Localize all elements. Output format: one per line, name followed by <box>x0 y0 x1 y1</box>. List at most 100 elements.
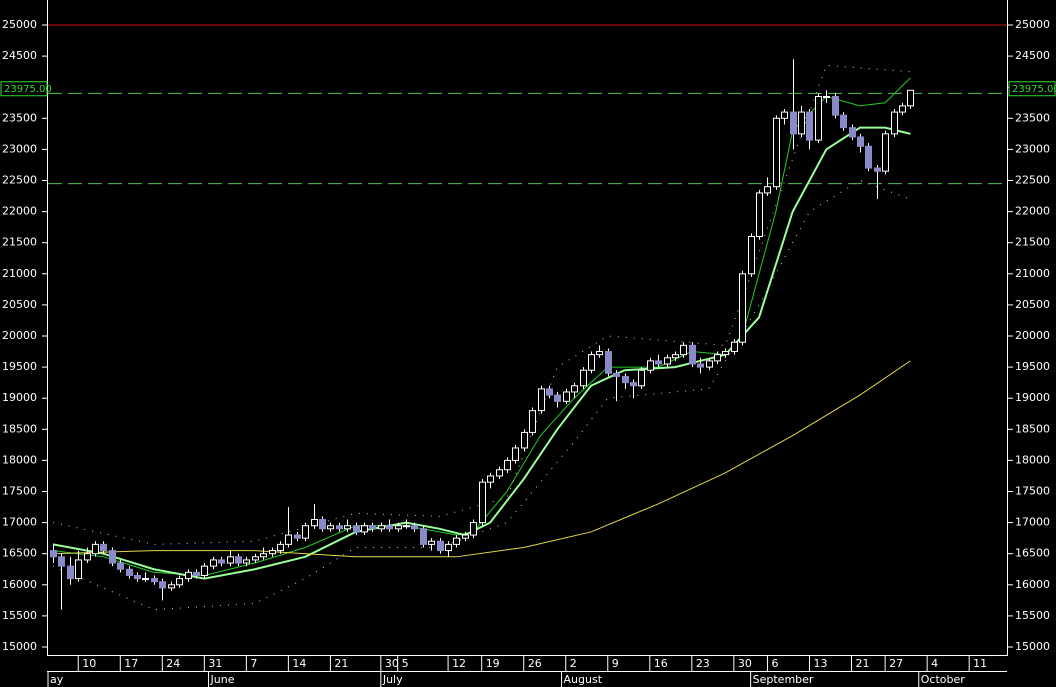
candle-body <box>512 447 519 461</box>
candle-body <box>479 481 486 524</box>
candle-body <box>361 525 368 533</box>
candle-body <box>806 111 813 141</box>
candle-body <box>571 385 578 393</box>
y-tick-label-right: 15000 <box>1015 640 1050 653</box>
y-tick-label: 20500 <box>2 298 37 311</box>
y-tick-label: 15500 <box>2 609 37 622</box>
candle-body <box>126 568 133 576</box>
y-tick-label: 16000 <box>2 578 37 591</box>
y-tick-label: 21000 <box>2 267 37 280</box>
candle-body <box>638 369 645 387</box>
month-label: June <box>210 673 235 686</box>
candle-body <box>664 357 671 365</box>
candle-body <box>159 581 166 589</box>
candle-body <box>84 553 91 561</box>
y-tick-label: 23500 <box>2 111 37 124</box>
candle-body <box>319 518 326 530</box>
candle-body <box>100 543 107 552</box>
y-tick-label-right: 16000 <box>1015 578 1050 591</box>
y-tick-label: 17500 <box>2 485 37 498</box>
candle-body <box>529 410 536 433</box>
candle-body <box>647 360 654 371</box>
candle-body <box>260 553 267 558</box>
y-tick-label-right: 21000 <box>1015 267 1050 280</box>
candle-body <box>756 192 763 237</box>
candle-body <box>151 578 158 583</box>
x-tick-label: 31 <box>208 657 222 670</box>
month-label: July <box>382 673 403 686</box>
candle-body <box>504 459 511 471</box>
candle-body <box>176 578 183 586</box>
y-tick-label-right: 20000 <box>1015 329 1050 342</box>
candle-body <box>210 559 217 567</box>
y-tick-label: 24500 <box>2 49 37 62</box>
y-tick-label-right: 23000 <box>1015 142 1050 155</box>
month-label: ay <box>50 673 64 686</box>
candle-body <box>815 96 822 141</box>
y-tick-label-right: 24500 <box>1015 49 1050 62</box>
y-tick-label-right: 15500 <box>1015 609 1050 622</box>
y-tick-label: 18000 <box>2 453 37 466</box>
candle-body <box>613 372 620 377</box>
y-tick-label: 19500 <box>2 360 37 373</box>
x-tick-label: 26 <box>528 657 542 670</box>
x-tick-label: 16 <box>654 657 668 670</box>
candle-body <box>201 565 208 576</box>
x-tick-label: 7 <box>250 657 257 670</box>
y-tick-label: 25000 <box>2 18 37 31</box>
y-tick-label-right: 19500 <box>1015 360 1050 373</box>
y-tick-label: 16500 <box>2 547 37 560</box>
y-tick-label-right: 20500 <box>1015 298 1050 311</box>
candle-body <box>252 556 259 561</box>
moving-average <box>52 126 911 580</box>
y-tick-label-right: 23500 <box>1015 111 1050 124</box>
candle-body <box>67 565 74 580</box>
y-tick-label-right: 22000 <box>1015 205 1050 218</box>
candle-body <box>840 114 847 129</box>
candle-body <box>680 344 687 356</box>
x-tick-label: 9 <box>612 657 619 670</box>
candle-body <box>109 550 116 564</box>
x-tick-label: 12 <box>452 657 466 670</box>
x-tick-label: 27 <box>889 657 903 670</box>
candle-body <box>327 525 334 530</box>
candle-body <box>193 571 200 576</box>
candle-body <box>731 341 738 353</box>
x-tick-label: 10 <box>82 657 96 670</box>
y-tick-label: 19000 <box>2 391 37 404</box>
candle-body <box>773 117 780 188</box>
candle-body <box>235 556 242 564</box>
candle-body <box>378 525 385 530</box>
candle-body <box>563 391 570 402</box>
candle-body <box>790 111 797 135</box>
candle-body <box>227 556 234 564</box>
y-tick-label-right: 18000 <box>1015 453 1050 466</box>
x-tick-label: 30 <box>738 657 752 670</box>
x-tick-label: 2 <box>570 657 577 670</box>
candle-body <box>672 354 679 359</box>
y-tick-label: 20000 <box>2 329 37 342</box>
candle-body <box>630 382 637 387</box>
candle-body <box>243 559 250 564</box>
y-tick-label: 22000 <box>2 205 37 218</box>
candle-body <box>285 534 292 545</box>
candle-body <box>722 351 729 356</box>
y-tick-label-right: 17000 <box>1015 516 1050 529</box>
x-tick-label: 24 <box>166 657 180 670</box>
candle-body <box>185 571 192 580</box>
candle-body <box>277 543 284 552</box>
candle-body <box>218 559 225 564</box>
x-tick-label: 19 <box>486 657 500 670</box>
candle-body <box>849 127 856 138</box>
candle-body <box>781 111 788 119</box>
candle-body <box>739 273 746 343</box>
candle-body <box>798 111 805 135</box>
candle-body <box>655 360 662 365</box>
candle-body <box>403 525 410 528</box>
candle-body <box>605 351 612 374</box>
candle-body <box>58 556 65 567</box>
candle-body <box>538 388 545 412</box>
